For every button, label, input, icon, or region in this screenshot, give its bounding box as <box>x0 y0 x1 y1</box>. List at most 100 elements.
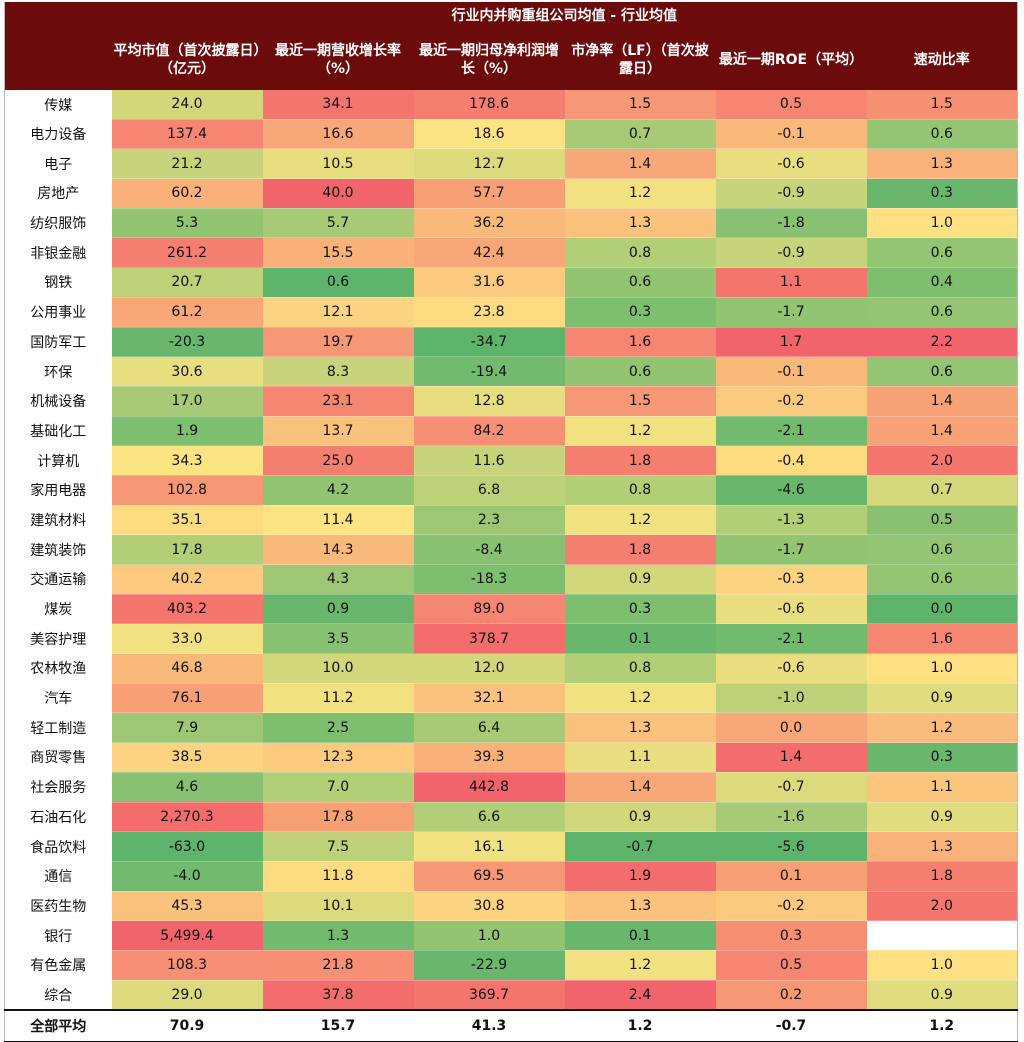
heat-cell: 0.1 <box>564 623 716 655</box>
heat-cell: 0.6 <box>866 356 1018 387</box>
heat-cell: 1.2 <box>564 950 716 981</box>
heat-cell: 1.2 <box>564 416 716 447</box>
heat-cell: 0.8 <box>564 237 716 269</box>
heat-cell: 17.8 <box>262 802 414 833</box>
heat-cell: 0.8 <box>564 475 716 506</box>
heat-cell: 12.8 <box>413 386 565 417</box>
average-cell: 15.7 <box>262 1009 414 1042</box>
heat-cell <box>866 920 1018 951</box>
heat-cell: 19.7 <box>262 327 414 358</box>
heat-cell: 1.9 <box>111 416 263 447</box>
heat-cell: 0.6 <box>866 119 1018 150</box>
heat-cell: -0.9 <box>715 237 867 269</box>
heat-cell: 37.8 <box>262 980 414 1011</box>
heat-cell: 2.3 <box>413 505 565 536</box>
heat-cell: 0.7 <box>866 475 1018 506</box>
row-label: 房地产 <box>4 178 112 209</box>
table-row: 煤炭 403.2 0.9 89.0 0.3 -0.6 0.0 <box>4 594 1018 625</box>
heat-cell: 1.8 <box>866 861 1018 892</box>
column-header: 最近一期归母净利润增长（%） <box>413 30 565 90</box>
table-row: 纺织服饰 5.3 5.7 36.2 1.3 -1.8 1.0 <box>4 208 1018 239</box>
heat-cell: 0.7 <box>564 119 716 150</box>
row-label: 食品饮料 <box>4 831 112 862</box>
average-row: 全部平均 70.9 15.7 41.3 1.2 -0.7 1.2 <box>4 1009 1018 1042</box>
heat-cell: 20.7 <box>111 267 263 298</box>
heat-cell: 69.5 <box>413 861 565 892</box>
heat-cell: 12.7 <box>413 148 565 180</box>
heat-cell: 0.1 <box>715 861 867 892</box>
heat-cell: 39.3 <box>413 742 565 773</box>
heat-cell: 25.0 <box>262 445 414 476</box>
heat-cell: 1.2 <box>564 683 716 714</box>
heat-cell: 1.0 <box>866 653 1018 684</box>
heat-cell: -18.3 <box>413 564 565 595</box>
heat-cell: 1.2 <box>564 505 716 536</box>
table-row: 电子 21.2 10.5 12.7 1.4 -0.6 1.3 <box>4 148 1018 180</box>
header-corner-2 <box>4 30 112 90</box>
heat-cell: 1.3 <box>564 891 716 922</box>
row-label: 轻工制造 <box>4 712 112 743</box>
heat-cell: 17.0 <box>111 386 263 417</box>
heat-cell: -0.9 <box>715 178 867 209</box>
row-label: 机械设备 <box>4 386 112 417</box>
heat-cell: 1.7 <box>715 327 867 358</box>
heat-cell: 23.8 <box>413 297 565 328</box>
row-label: 商贸零售 <box>4 742 112 773</box>
heat-cell: -2.1 <box>715 623 867 655</box>
heat-cell: -0.7 <box>564 831 716 862</box>
heat-cell: -0.7 <box>715 772 867 803</box>
table-row: 通信 -4.0 11.8 69.5 1.9 0.1 1.8 <box>4 861 1018 892</box>
heat-cell: 4.3 <box>262 564 414 595</box>
heat-cell: 1.1 <box>715 267 867 298</box>
heat-cell: 31.6 <box>413 267 565 298</box>
heat-cell: 35.1 <box>111 505 263 536</box>
heat-cell: 24.0 <box>111 90 263 120</box>
heat-cell: 378.7 <box>413 623 565 655</box>
heat-cell: 6.8 <box>413 475 565 506</box>
heat-cell: 5.3 <box>111 208 263 239</box>
table-row: 社会服务 4.6 7.0 442.8 1.4 -0.7 1.1 <box>4 772 1018 803</box>
column-header: 最近一期营收增长率（%） <box>262 30 414 90</box>
heat-cell: 1.0 <box>413 920 565 951</box>
heat-cell: 1.1 <box>866 772 1018 803</box>
row-label: 非银金融 <box>4 237 112 268</box>
table-row: 建筑材料 35.1 11.4 2.3 1.2 -1.3 0.5 <box>4 505 1018 536</box>
heat-cell: 442.8 <box>413 772 565 803</box>
row-label: 煤炭 <box>4 594 112 624</box>
table-row: 农林牧渔 46.8 10.0 12.0 0.8 -0.6 1.0 <box>4 653 1018 684</box>
heat-cell: -63.0 <box>111 831 263 862</box>
heat-cell: -0.6 <box>715 594 867 625</box>
table-row: 轻工制造 7.9 2.5 6.4 1.3 0.0 1.2 <box>4 712 1018 744</box>
heat-cell: 1.0 <box>866 208 1018 239</box>
table-row: 有色金属 108.3 21.8 -22.9 1.2 0.5 1.0 <box>4 950 1018 981</box>
heat-cell: 0.9 <box>262 594 414 625</box>
heat-cell: 11.2 <box>262 683 414 714</box>
heat-cell: -19.4 <box>413 356 565 387</box>
heat-cell: 0.3 <box>564 594 716 625</box>
heat-cell: 108.3 <box>111 950 263 981</box>
row-label: 银行 <box>4 920 112 951</box>
heat-cell: -20.3 <box>111 327 263 358</box>
heat-cell: 57.7 <box>413 178 565 209</box>
table-row: 汽车 76.1 11.2 32.1 1.2 -1.0 0.9 <box>4 683 1018 714</box>
table-row: 医药生物 45.3 10.1 30.8 1.3 -0.2 2.0 <box>4 891 1018 922</box>
heat-cell: 0.1 <box>564 920 716 951</box>
table-row: 交通运输 40.2 4.3 -18.3 0.9 -0.3 0.6 <box>4 564 1018 595</box>
column-header: 平均市值（首次披露日）（亿元） <box>111 30 263 90</box>
row-label: 电子 <box>4 148 112 179</box>
row-label: 纺织服饰 <box>4 208 112 238</box>
heat-cell: 23.1 <box>262 386 414 417</box>
heat-cell: 1.2 <box>564 178 716 209</box>
row-label: 医药生物 <box>4 891 112 921</box>
table-row: 美容护理 33.0 3.5 378.7 0.1 -2.1 1.6 <box>4 623 1018 655</box>
heat-cell: 4.2 <box>262 475 414 506</box>
table-row: 家用电器 102.8 4.2 6.8 0.8 -4.6 0.7 <box>4 475 1018 506</box>
heat-cell: 1.8 <box>564 445 716 476</box>
heat-cell: -0.4 <box>715 445 867 476</box>
table-row: 非银金融 261.2 15.5 42.4 0.8 -0.9 0.6 <box>4 237 1018 269</box>
table-row: 机械设备 17.0 23.1 12.8 1.5 -0.2 1.4 <box>4 386 1018 417</box>
row-label: 传媒 <box>4 90 112 120</box>
table-row: 钢铁 20.7 0.6 31.6 0.6 1.1 0.4 <box>4 267 1018 298</box>
table-row: 食品饮料 -63.0 7.5 16.1 -0.7 -5.6 1.3 <box>4 831 1018 862</box>
heat-cell: 18.6 <box>413 119 565 150</box>
